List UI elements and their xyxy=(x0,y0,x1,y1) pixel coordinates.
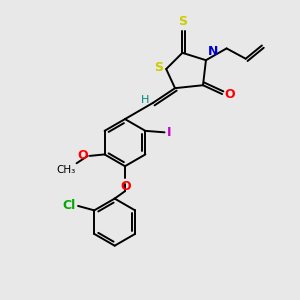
Text: I: I xyxy=(167,126,171,139)
Text: O: O xyxy=(224,88,235,100)
Text: S: S xyxy=(178,15,187,28)
Text: N: N xyxy=(208,45,219,58)
Text: O: O xyxy=(77,149,88,162)
Text: Cl: Cl xyxy=(63,200,76,212)
Text: S: S xyxy=(154,61,163,74)
Text: CH₃: CH₃ xyxy=(56,165,75,175)
Text: O: O xyxy=(120,180,131,193)
Text: H: H xyxy=(141,95,149,105)
